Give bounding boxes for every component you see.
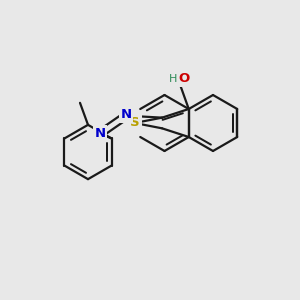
Text: N: N <box>94 127 106 140</box>
Text: O: O <box>178 73 189 85</box>
Text: S: S <box>130 116 140 130</box>
Text: H: H <box>169 74 177 84</box>
Text: N: N <box>121 108 132 121</box>
